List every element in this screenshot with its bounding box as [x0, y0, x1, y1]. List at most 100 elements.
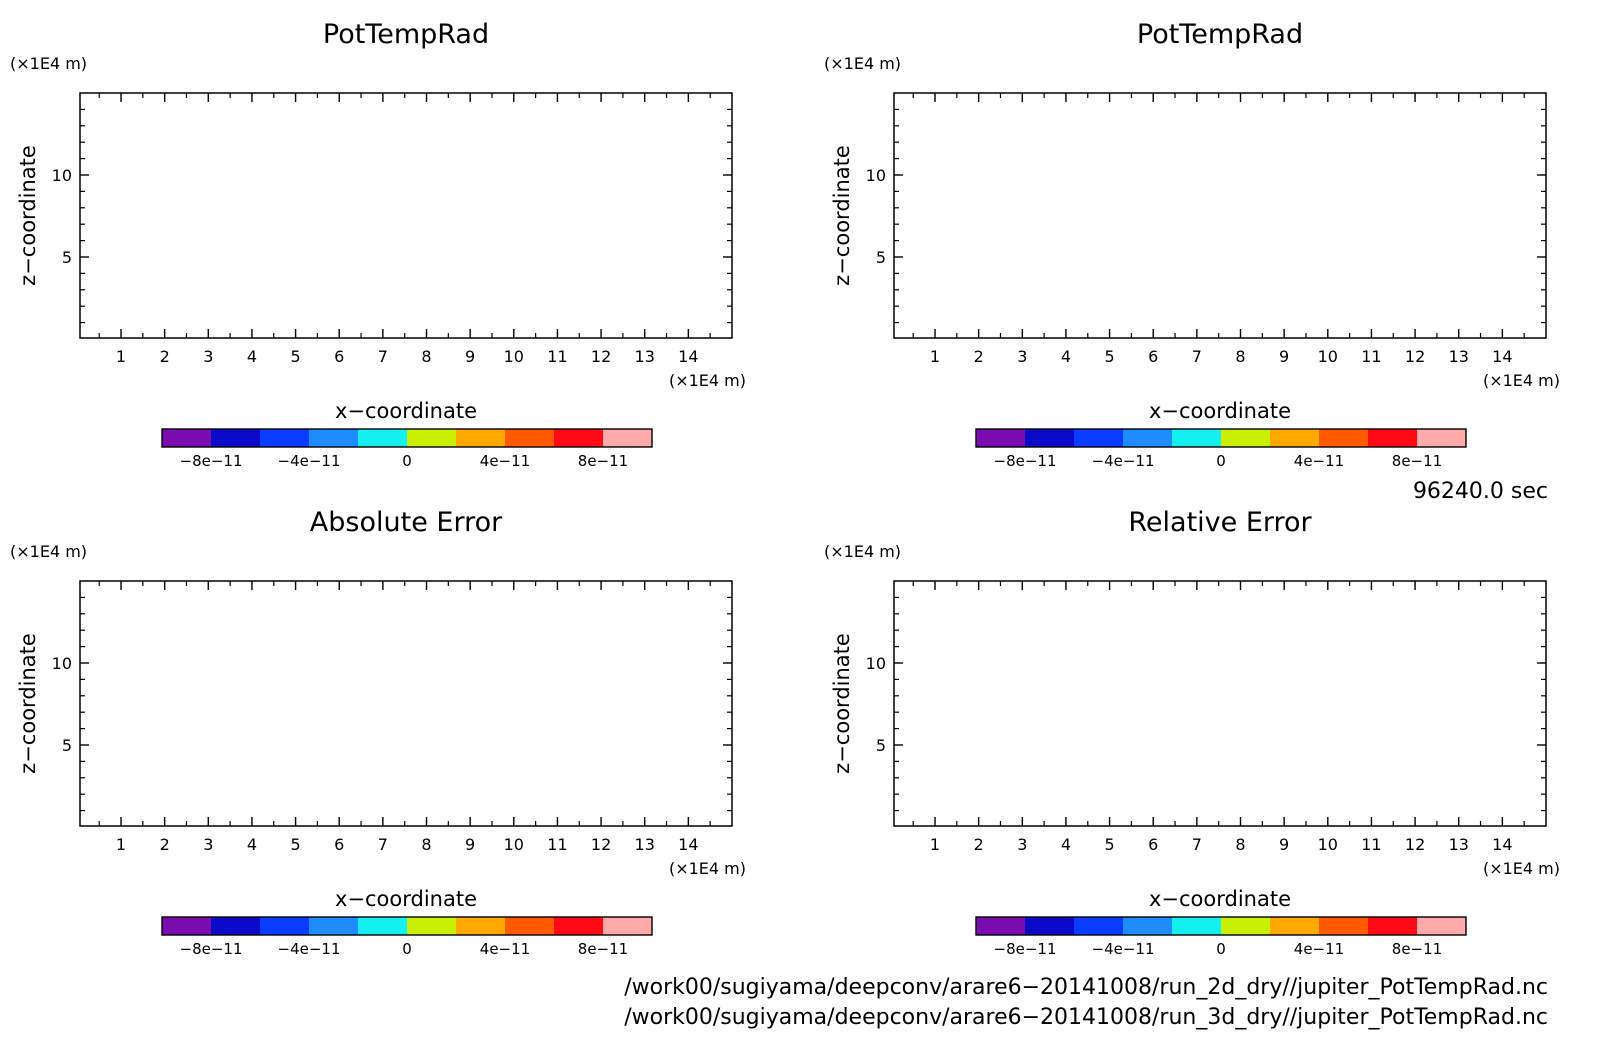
panel-1-x-tick-label-9: 9: [465, 347, 475, 366]
panel-2-x-tick-label-11: 11: [1361, 347, 1381, 366]
panel-4-colorbar-swatch-8: [1319, 917, 1369, 935]
panel-2-y-tick-label-10: 10: [866, 166, 886, 185]
panel-4-plot-area: [893, 580, 1547, 827]
panel-2-x-tick-label-10: 10: [1318, 347, 1338, 366]
panel-2-colorbar-tick-label-4: 4e−11: [1294, 452, 1344, 470]
panel-4-colorbar: −8e−11 −4e−11 0 4e−11 8e−11: [975, 916, 1467, 958]
panel-3-x-tick-label-14: 14: [678, 835, 698, 854]
panel-2-colorbar-swatch-6: [1221, 429, 1271, 447]
panel-2-x-unit: (×1E4 m): [1483, 371, 1560, 390]
panel-4-x-tick-label-10: 10: [1318, 835, 1338, 854]
panel-3-title: Absolute Error: [310, 507, 503, 538]
panel-4-colorbar-swatch-2: [1025, 917, 1075, 935]
panel-1-y-tick-label-5: 5: [62, 248, 72, 267]
panel-1-colorbar-swatch-5: [358, 429, 408, 447]
panel-2-y-tick-label-5: 5: [876, 248, 886, 267]
panel-4-colorbar-swatch-10: [1417, 917, 1467, 935]
panel-3-colorbar: −8e−11 −4e−11 0 4e−11 8e−11: [161, 916, 653, 958]
panel-2-x-label: x−coordinate: [1149, 399, 1291, 423]
panel-4-x-label: x−coordinate: [1149, 887, 1291, 911]
panel-4-y-tick-label-5: 5: [876, 736, 886, 755]
panel-1-colorbar-swatch-2: [211, 429, 261, 447]
panel-2-x-tick-label-8: 8: [1235, 347, 1245, 366]
panel-3-y-tick-label-10: 10: [52, 654, 72, 673]
panel-2-x-tick-label-3: 3: [1017, 347, 1027, 366]
panel-3-colorbar-swatch-2: [211, 917, 261, 935]
panel-1-colorbar-tick-label-2: −4e−11: [278, 452, 341, 470]
panel-2-title: PotTempRad: [1137, 19, 1303, 50]
panel-2-colorbar-tick-label-1: −8e−11: [994, 452, 1057, 470]
panel-1-colorbar-frame: [161, 428, 653, 448]
panel-1-pottemprad: PotTempRad(×1E4 m)1 2 3 4 5 6 7 8 9 10 11 12 13 14510…: [10, 19, 746, 470]
panel-3-x-tick-label-6: 6: [334, 835, 344, 854]
panel-4-colorbar-tick-label-4: 4e−11: [1294, 940, 1344, 958]
panel-2-colorbar-swatch-9: [1368, 429, 1418, 447]
panel-3-x-tick-label-7: 7: [378, 835, 388, 854]
panel-1-colorbar-tick-label-5: 8e−11: [578, 452, 628, 470]
panel-3-colorbar-swatch-10: [603, 917, 653, 935]
panel-1-colorbar-swatch-10: [603, 429, 653, 447]
panel-4-title: Relative Error: [1128, 507, 1312, 538]
panel-4-x-tick-label-6: 6: [1148, 835, 1158, 854]
panel-1-colorbar-tick-label-4: 4e−11: [480, 452, 530, 470]
panel-1-x-tick-label-2: 2: [160, 347, 170, 366]
panel-3-y-label: z−coordinate: [16, 633, 40, 774]
panel-3-x-tick-label-2: 2: [160, 835, 170, 854]
panel-3-x-tick-label-12: 12: [591, 835, 611, 854]
panel-1-colorbar-tick-label-3: 0: [402, 452, 412, 470]
panel-2-colorbar-tick-label-2: −4e−11: [1092, 452, 1155, 470]
panel-3-x-tick-label-10: 10: [504, 835, 524, 854]
panel-2-colorbar-swatch-1: [976, 429, 1026, 447]
panel-4-x-tick-label-11: 11: [1361, 835, 1381, 854]
panel-1-y-label: z−coordinate: [16, 145, 40, 286]
panel-4-x-tick-label-1: 1: [930, 835, 940, 854]
panel-1-x-tick-label-14: 14: [678, 347, 698, 366]
panel-3-y-tick-label-5: 5: [62, 736, 72, 755]
panel-3-colorbar-frame: [161, 916, 653, 936]
panel-3-x-label: x−coordinate: [335, 887, 477, 911]
panel-1-x-tick-label-10: 10: [504, 347, 524, 366]
panel-4-x-tick-label-9: 9: [1279, 835, 1289, 854]
panel-3-plot-area: [79, 580, 733, 827]
panel-4-y-tick-label-10: 10: [866, 654, 886, 673]
panel-4-colorbar-swatch-3: [1074, 917, 1124, 935]
panel-2-x-tick-label-13: 13: [1449, 347, 1469, 366]
panel-3-colorbar-swatch-4: [309, 917, 359, 935]
panel-2-colorbar-swatch-3: [1074, 429, 1124, 447]
panel-3-colorbar-swatch-1: [162, 917, 212, 935]
panel-4-x-tick-label-14: 14: [1492, 835, 1512, 854]
panel-2-colorbar-swatch-10: [1417, 429, 1467, 447]
panel-3-colorbar-tick-label-2: −4e−11: [278, 940, 341, 958]
panel-1-colorbar-swatch-4: [309, 429, 359, 447]
panel-3-x-tick-label-1: 1: [116, 835, 126, 854]
panel-4-colorbar-swatch-4: [1123, 917, 1173, 935]
panel-3-colorbar-swatch-6: [407, 917, 457, 935]
panel-1-x-tick-label-6: 6: [334, 347, 344, 366]
panel-1-x-tick-label-13: 13: [635, 347, 655, 366]
panel-4-x-tick-label-3: 3: [1017, 835, 1027, 854]
panel-2-x-tick-label-2: 2: [974, 347, 984, 366]
panel-1-x-tick-label-5: 5: [290, 347, 300, 366]
panel-2-y-unit: (×1E4 m): [824, 54, 901, 73]
panel-2-colorbar-swatch-4: [1123, 429, 1173, 447]
panel-4-colorbar-tick-label-3: 0: [1216, 940, 1226, 958]
panel-3-absolute-error: Absolute Error(×1E4 m)1 2 3 4 5 6 7 8 9 10 11 12 13 1…: [10, 507, 746, 958]
panel-3-colorbar-tick-label-3: 0: [402, 940, 412, 958]
panel-1-colorbar-swatch-1: [162, 429, 212, 447]
panel-4-x-tick-label-12: 12: [1405, 835, 1425, 854]
panel-4-colorbar-tick-label-1: −8e−11: [994, 940, 1057, 958]
panel-3-x-tick-label-8: 8: [421, 835, 431, 854]
panel-1-x-tick-label-12: 12: [591, 347, 611, 366]
panel-2-colorbar-swatch-8: [1319, 429, 1369, 447]
panel-1-colorbar-swatch-9: [554, 429, 604, 447]
panel-1-title: PotTempRad: [323, 19, 489, 50]
panel-3-x-tick-label-3: 3: [203, 835, 213, 854]
panel-2-x-tick-label-14: 14: [1492, 347, 1512, 366]
panel-4-x-tick-label-13: 13: [1449, 835, 1469, 854]
panel-3-x-tick-label-4: 4: [247, 835, 257, 854]
panel-1-x-tick-label-11: 11: [547, 347, 567, 366]
panel-4-x-tick-label-7: 7: [1192, 835, 1202, 854]
panel-1-colorbar-swatch-8: [505, 429, 555, 447]
panel-1-y-tick-label-10: 10: [52, 166, 72, 185]
